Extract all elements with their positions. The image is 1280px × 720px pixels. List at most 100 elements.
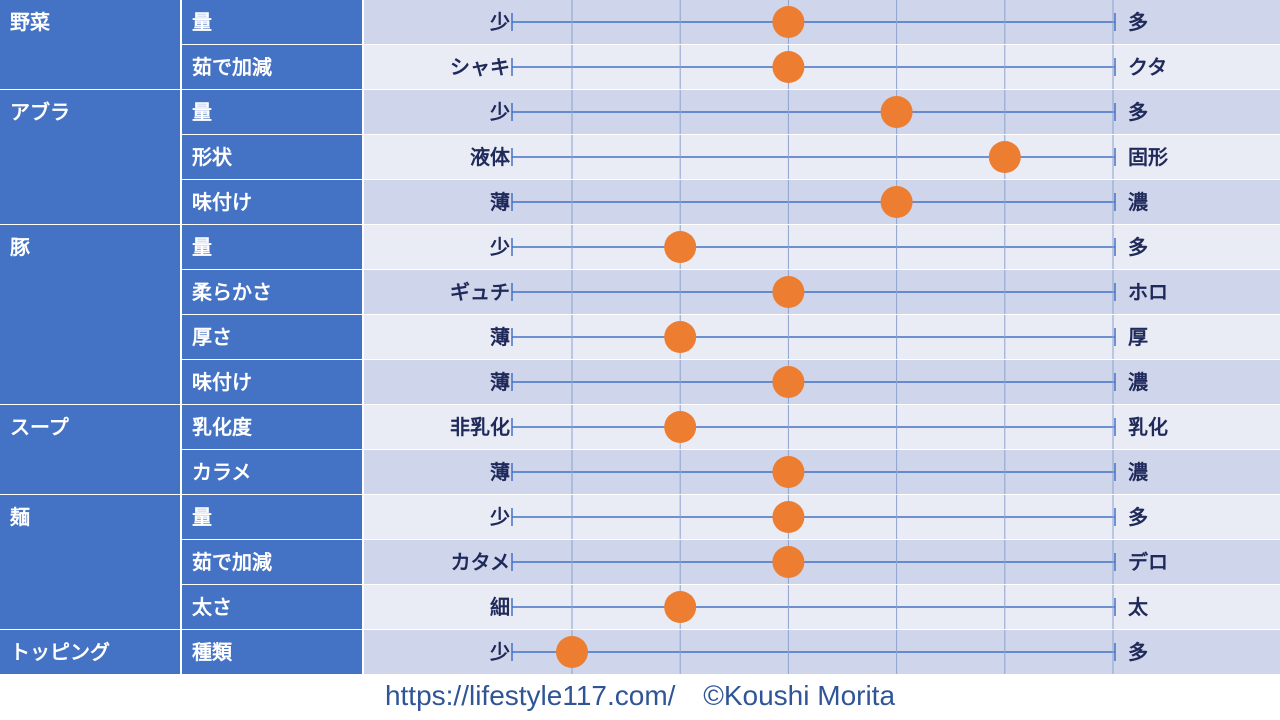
rating-row: 味付け 薄 濃	[182, 180, 1280, 224]
rating-dot	[772, 51, 805, 83]
scale-right-label: 多	[1128, 10, 1148, 34]
rating-row: 茹で加減 シャキ クタ	[182, 45, 1280, 89]
attribute-label: 太さ	[182, 585, 362, 629]
rating-scale	[511, 540, 1116, 584]
rating-dot	[664, 591, 697, 623]
scale-right-label: 濃	[1128, 190, 1148, 214]
attribute-label: 乳化度	[182, 405, 362, 449]
scale-left-label: 薄	[490, 460, 510, 484]
rating-row: 量少多	[182, 0, 1280, 44]
rating-scale	[511, 135, 1116, 179]
rating-row: 柔らかさ ギュチ ホロ	[182, 270, 1280, 314]
attribute-label: 茹で加減	[182, 45, 362, 89]
scale-left-label: シャキ	[450, 55, 510, 79]
scale-right-label: 太	[1128, 595, 1148, 619]
attribute-label: 厚さ	[182, 315, 362, 359]
scale-left-label: カタメ	[450, 550, 510, 574]
attribute-label: 形状	[182, 135, 362, 179]
rating-dot	[772, 501, 805, 533]
category-label: 野菜	[0, 0, 180, 89]
rating-scale	[511, 45, 1116, 89]
rating-scale	[511, 630, 1116, 674]
scale-left-label: 少	[490, 640, 510, 664]
rating-row: 量少多	[182, 495, 1280, 539]
rating-dot	[880, 96, 913, 128]
rating-dot	[772, 546, 805, 578]
rating-scale	[511, 90, 1116, 134]
scale-left-label: 薄	[490, 190, 510, 214]
rating-scale	[511, 315, 1116, 359]
scale-right-label: 濃	[1128, 460, 1148, 484]
attribute-label: 量	[182, 90, 362, 134]
scale-left-label: 非乳化	[450, 415, 510, 439]
rating-scale	[511, 180, 1116, 224]
rating-dot	[772, 366, 805, 398]
scale-right-label: 多	[1128, 640, 1148, 664]
rating-scale	[511, 405, 1116, 449]
rating-scale	[511, 360, 1116, 404]
category-label: 麺	[0, 495, 180, 629]
rating-dot	[772, 276, 805, 308]
rating-dot	[880, 186, 913, 218]
attribute-label: 味付け	[182, 180, 362, 224]
category-label: スープ	[0, 405, 180, 494]
rating-scale	[511, 0, 1116, 44]
scale-right-label: 多	[1128, 505, 1148, 529]
footer-credit: ©Koushi Morita	[703, 680, 896, 711]
rating-scale	[511, 270, 1116, 314]
scale-right-label: 固形	[1128, 145, 1168, 169]
rating-scale	[511, 495, 1116, 539]
scale-left-label: 薄	[490, 370, 510, 394]
scale-left-label: ギュチ	[450, 280, 510, 304]
rating-dot	[772, 456, 805, 488]
scale-right-label: 濃	[1128, 370, 1148, 394]
rating-scale	[511, 225, 1116, 269]
rating-row: 茹で加減 カタメ デロ	[182, 540, 1280, 584]
attribute-label: 量	[182, 0, 362, 44]
category-label: アブラ	[0, 90, 180, 224]
scale-right-label: 厚	[1128, 325, 1148, 349]
category-label: トッピング	[0, 630, 180, 674]
rating-row: 種類 少 多	[182, 630, 1280, 674]
scale-left-label: 少	[490, 100, 510, 124]
attribute-label: 柔らかさ	[182, 270, 362, 314]
rating-scale	[511, 585, 1116, 629]
category-label: 豚	[0, 225, 180, 404]
attribute-label: 量	[182, 225, 362, 269]
scale-right-label: デロ	[1128, 550, 1168, 574]
scale-right-label: 多	[1128, 100, 1148, 124]
footer-url[interactable]: https://lifestyle117.com/	[384, 680, 676, 711]
scale-left-label: 少	[490, 235, 510, 259]
scale-left-label: 液体	[470, 145, 510, 169]
rating-row: 厚さ 薄 厚	[182, 315, 1280, 359]
rating-row: 味付け 薄 濃	[182, 360, 1280, 404]
rating-dot	[988, 141, 1021, 173]
rating-row: 量少多	[182, 90, 1280, 134]
rating-dot	[664, 411, 697, 443]
scale-right-label: ホロ	[1128, 280, 1168, 304]
rating-row: 乳化度 非乳化 乳化	[182, 405, 1280, 449]
rating-dot	[556, 636, 588, 668]
scale-left-label: 少	[490, 505, 510, 529]
scale-right-label: クタ	[1128, 55, 1168, 79]
scale-left-label: 薄	[490, 325, 510, 349]
scale-right-label: 多	[1128, 235, 1148, 259]
rating-dot	[772, 6, 805, 38]
rating-row: 量少多	[182, 225, 1280, 269]
attribute-label: 味付け	[182, 360, 362, 404]
attribute-label: 量	[182, 495, 362, 539]
rating-row: 太さ 細 太	[182, 585, 1280, 629]
attribute-label: 種類	[182, 630, 362, 674]
scale-left-label: 細	[490, 595, 510, 619]
rating-scale	[511, 450, 1116, 494]
rating-dot	[664, 321, 697, 353]
scale-right-label: 乳化	[1128, 415, 1168, 439]
rating-dot	[664, 231, 697, 263]
scale-left-label: 少	[490, 10, 510, 34]
rating-row: カラメ 薄 濃	[182, 450, 1280, 494]
attribute-label: 茹で加減	[182, 540, 362, 584]
rating-row: 形状 液体 固形	[182, 135, 1280, 179]
attribute-label: カラメ	[182, 450, 362, 494]
rating-chart: 野菜量少多茹で加減 シャキ クタ アブラ量少多形状 液体 固形 味付け薄濃豚量少多柔らかさギ…	[0, 0, 1280, 674]
footer: https://lifestyle117.com/ ©Koushi Morita	[0, 675, 1280, 720]
